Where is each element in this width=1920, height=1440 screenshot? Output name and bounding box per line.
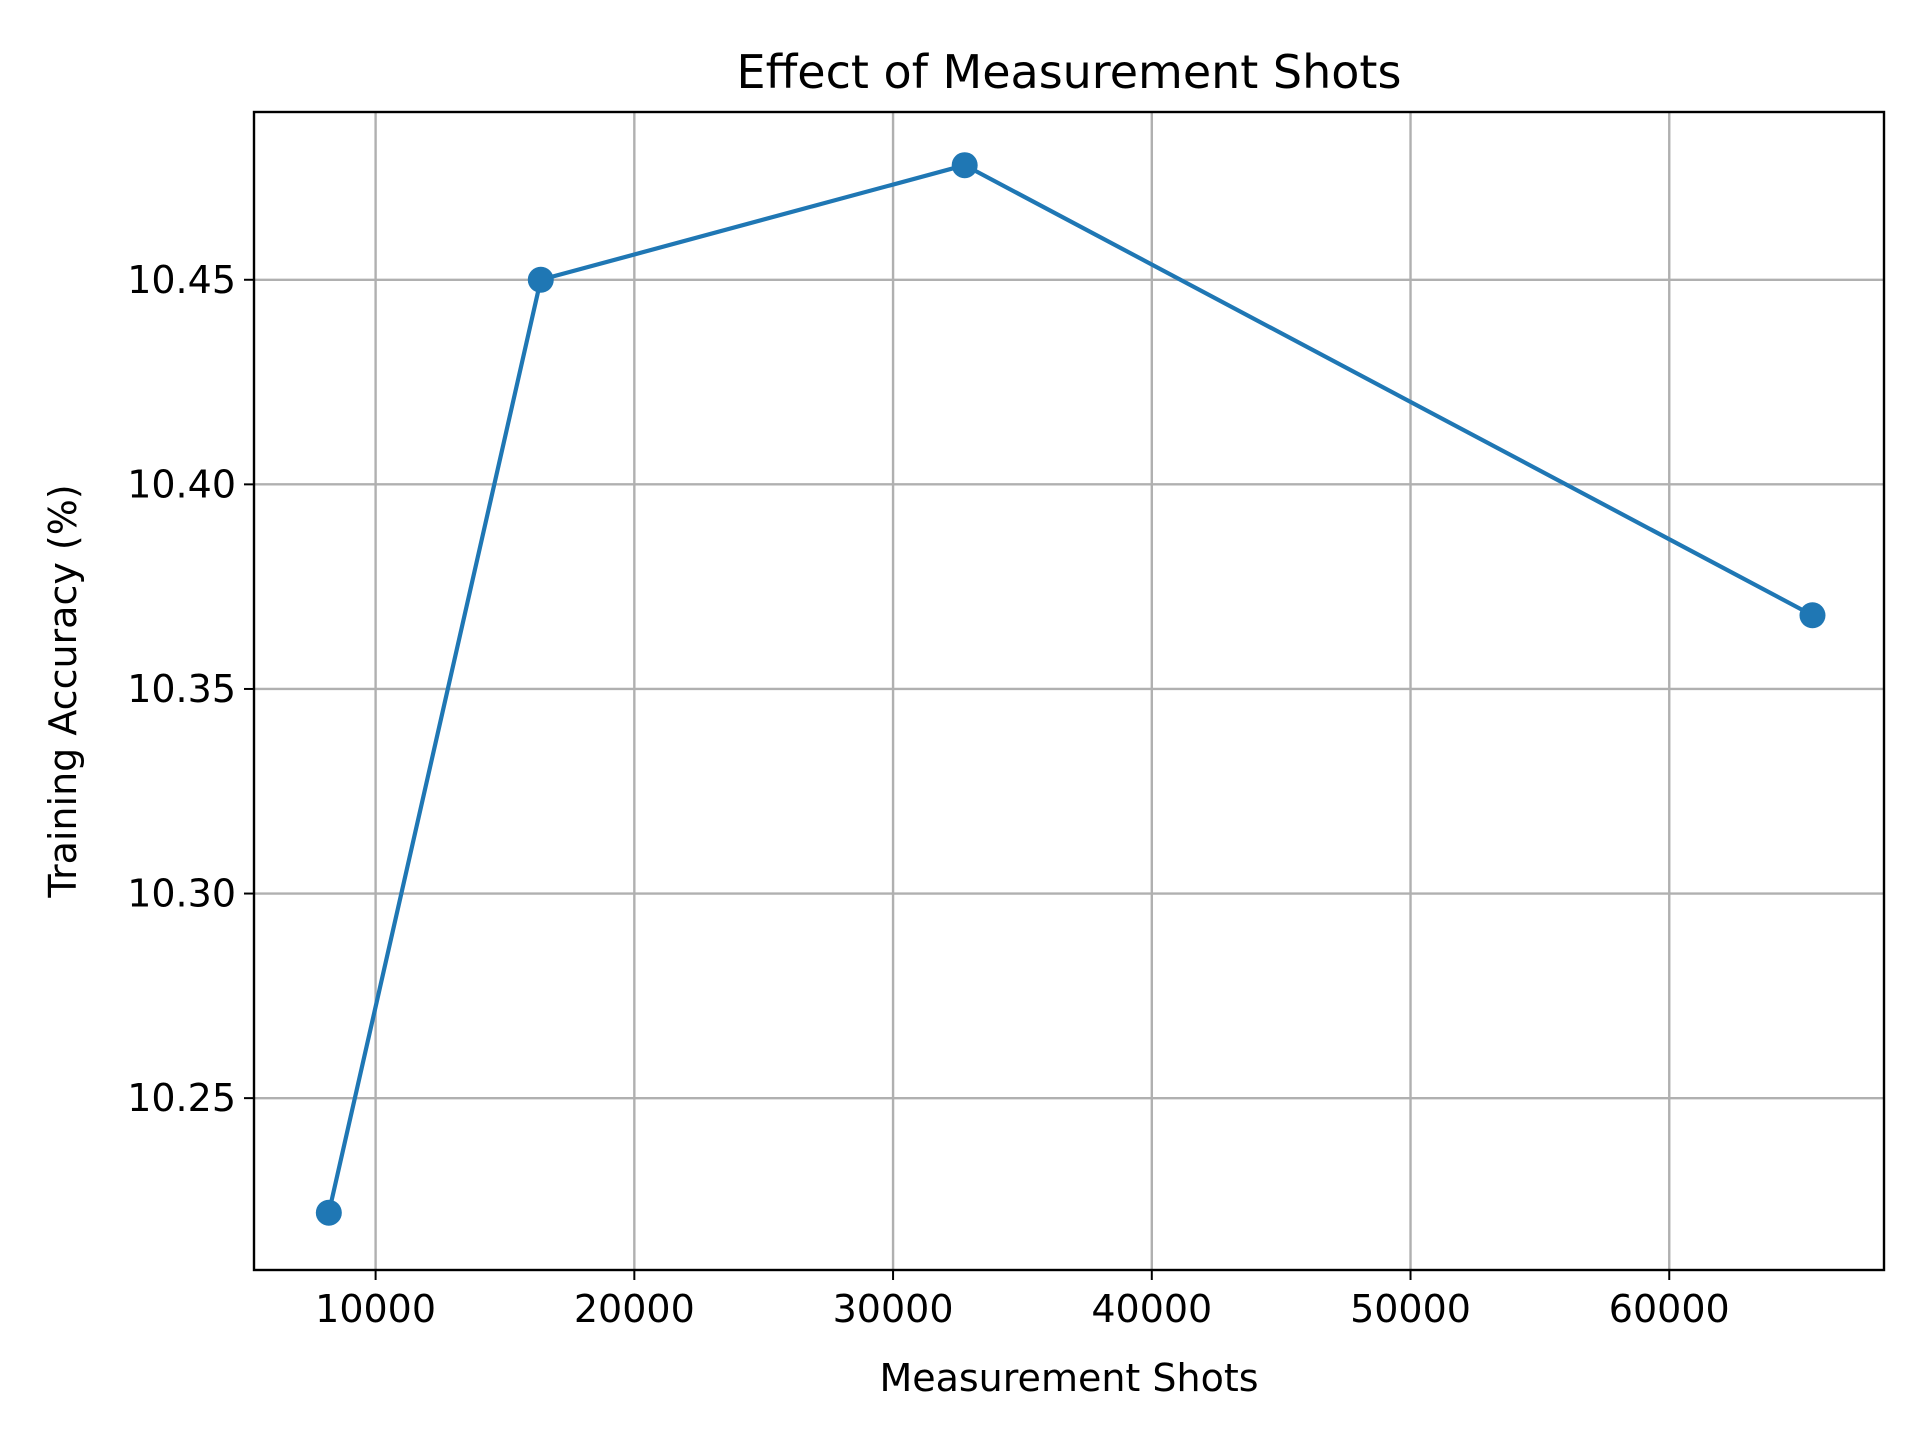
data-point: [315, 1199, 342, 1226]
chart-title: Effect of Measurement Shots: [737, 45, 1402, 99]
x-tick-label: 20000: [574, 1287, 695, 1331]
y-tick-label: 10.35: [127, 667, 236, 711]
x-tick-label: 10000: [315, 1287, 436, 1331]
y-tick-label: 10.30: [127, 872, 236, 916]
x-tick-label: 60000: [1609, 1287, 1730, 1331]
x-tick-label: 30000: [833, 1287, 954, 1331]
y-axis-label: Training Accuracy (%): [41, 484, 85, 898]
x-tick-label: 50000: [1350, 1287, 1471, 1331]
series-layer: [315, 152, 1826, 1226]
plot-area-frame: [252, 110, 1886, 1272]
x-tick-label: 40000: [1091, 1287, 1212, 1331]
data-point: [527, 266, 554, 293]
y-tick-label: 10.25: [127, 1076, 236, 1120]
y-tick-label: 10.45: [127, 258, 236, 302]
series-line: [326, 163, 1814, 1214]
axis-ticks: 10000 20000 30000 40000 50000 60000 10.25 10.30…: [127, 258, 1729, 1331]
grid: [254, 112, 1884, 1270]
data-point: [1799, 602, 1826, 629]
data-point: [951, 152, 978, 179]
y-tick-label: 10.40: [127, 462, 236, 506]
x-axis-label: Measurement Shots: [879, 1356, 1258, 1400]
